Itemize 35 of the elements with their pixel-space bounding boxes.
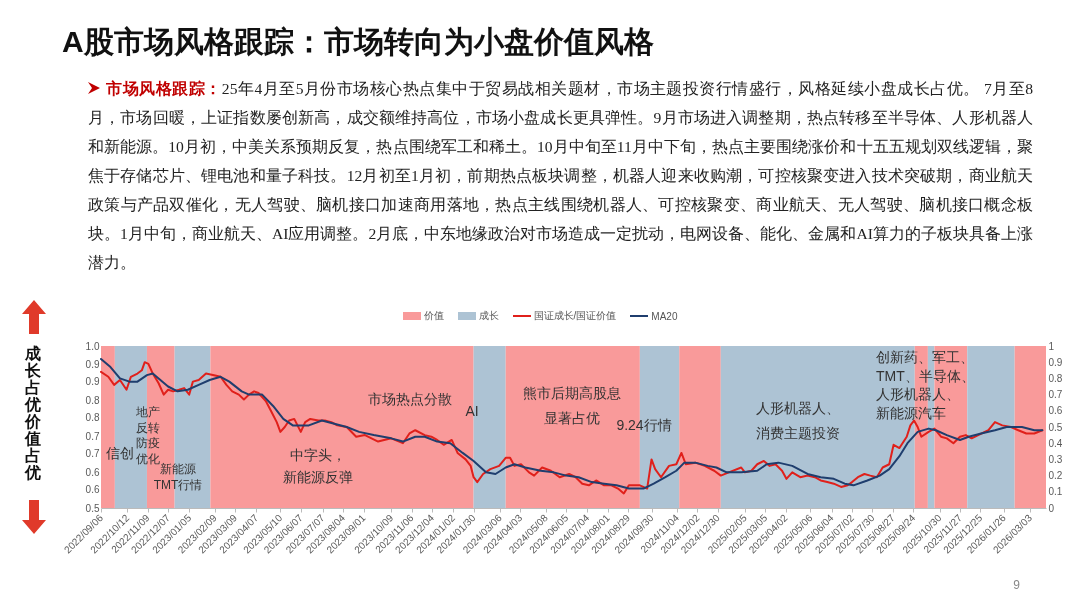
chart-subtitle: 市场风格跟踪：25年4月至5月份市场核心热点集中于贸易战相关题材，市场主题投资行情盛行，风格延续小盘成长占优。 7月至8月，市场回暖，上证指数屡创新高，成交额维持高位，市场小盘成长更具弹性。9月市场进入调整期，热点转移至半导体、人形机器人和新能源。10月初，中美关系预期反复，热点围绕军工和稀土。10月中旬至11月中下旬，热点主要围绕涨价和十五五规划双线逻辑，聚焦于存储芯片、锂电池和量子科技。12月初至1月初，前期热点板块调整，机器人迎来收购潮，可控核聚变进入技术突破期，商业航天政策与产品双催化，无人驾驶、脑机接口加速商用落地，热点主线围绕机器人、可控核聚变、商业航天、无人驾驶、脑机接口概念板块。1月中旬，商业航天、AI应用调整。2月底，中东地缘政治对市场造成一定扰动，电网设备、能化、金属和AI算力的子板块具备上涨潜力。: [88, 79, 1033, 273]
annotation: AI: [465, 402, 479, 420]
annotation: 中字头，新能源反弹: [283, 446, 353, 487]
y2-tick-label: 0.8: [1048, 372, 1063, 384]
y-tick-label: 0.9: [85, 376, 100, 388]
annotation: 市场热点分散: [368, 390, 452, 408]
text: 9: [1013, 578, 1020, 592]
y-axis-title: 成长占优价值占优: [25, 345, 42, 481]
chart-title: A股市场风格跟踪：市场转向为小盘价值风格: [62, 24, 654, 60]
legend-label: 国证成长/国证价值: [533, 309, 617, 323]
y2-tick-label: 0.9: [1048, 356, 1063, 368]
legend-label: 成长: [478, 309, 499, 323]
y-tick-label: 0.6: [85, 484, 100, 496]
annotation: 信创: [106, 444, 134, 462]
y2-tick-label: 0.1: [1048, 486, 1063, 498]
y2-tick-label: 0.3: [1048, 453, 1063, 465]
legend-label: 价值: [423, 309, 444, 323]
y-tick-label: 1.0: [85, 340, 100, 352]
y2-tick-label: 1: [1048, 340, 1055, 352]
y2-tick-label: 0.4: [1048, 437, 1063, 449]
y-tick-label: 0.9: [85, 358, 100, 370]
y-tick-label: 0.5: [85, 502, 100, 514]
y-tick-label: 0.8: [85, 412, 100, 424]
y2-tick-label: 0.7: [1048, 389, 1063, 401]
y-tick-label: 0.8: [85, 394, 100, 406]
annotation: 创新药、军工、TMT、半导体、人形机器人、新能源汽车: [876, 348, 975, 422]
y-tick-label: 0.7: [85, 430, 100, 442]
y2-tick-label: 0: [1048, 502, 1055, 514]
y2-tick-label: 0.2: [1048, 470, 1063, 482]
y-tick-label: 0.7: [85, 448, 100, 460]
legend-label: MA20: [651, 310, 678, 322]
y2-tick-label: 0.5: [1048, 421, 1063, 433]
y2-tick-label: 0.6: [1048, 405, 1063, 417]
annotation: 人形机器人、消费主题投资: [756, 399, 840, 443]
y-tick-label: 0.6: [85, 466, 100, 478]
